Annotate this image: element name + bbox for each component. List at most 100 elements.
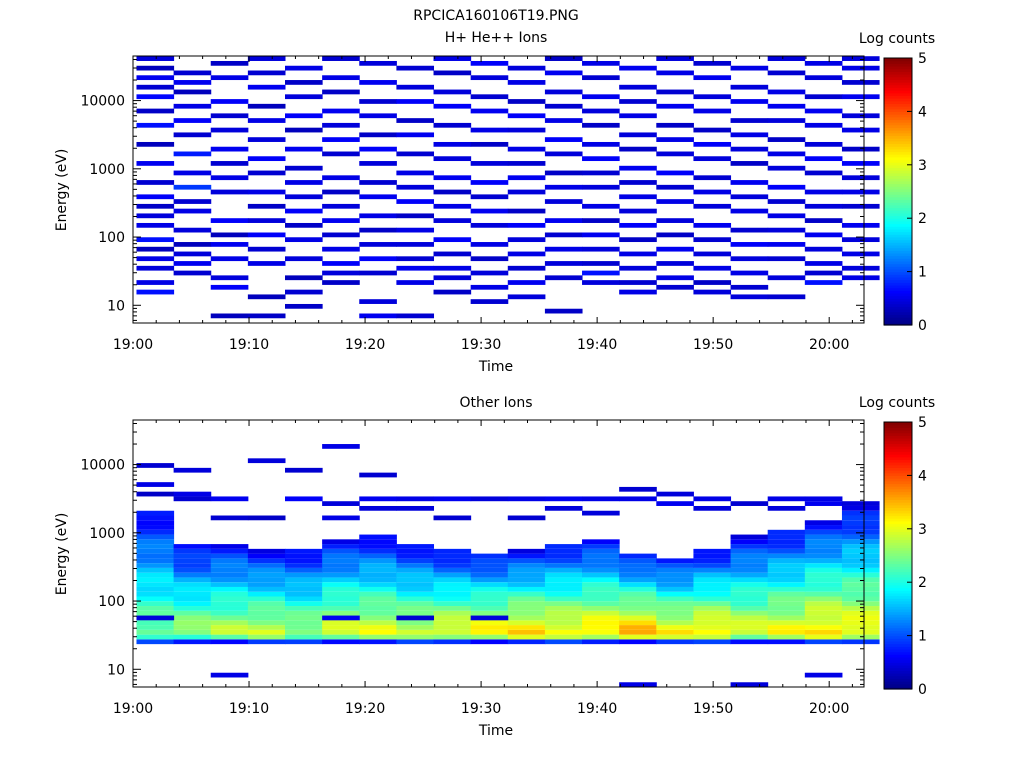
heatmap-cell — [656, 591, 694, 597]
heatmap-cell — [656, 170, 694, 176]
colorbar-swatch — [884, 576, 912, 581]
heatmap-cell — [693, 496, 732, 502]
heatmap-cell — [136, 596, 175, 602]
heatmap-cell — [544, 601, 583, 607]
heatmap-cell — [359, 99, 397, 104]
heatmap-cell — [470, 141, 509, 147]
heatmap-cell — [804, 548, 843, 554]
heatmap-cell — [210, 496, 249, 502]
heatmap-cell — [210, 615, 249, 621]
heatmap-cell — [136, 610, 175, 616]
heatmap-cell — [841, 127, 880, 133]
heatmap-cell — [322, 629, 360, 635]
heatmap-cell — [804, 629, 843, 635]
heatmap-cell — [730, 591, 769, 597]
colorbar-swatch — [884, 584, 912, 589]
heatmap-cell — [730, 567, 769, 573]
heatmap-cell — [359, 586, 397, 592]
heatmap-cell — [656, 89, 694, 95]
heatmap-cell — [247, 103, 286, 109]
heatmap-cell — [841, 520, 880, 526]
heatmap-cell — [730, 501, 769, 506]
heatmap-cell — [656, 558, 694, 564]
heatmap-cell — [173, 615, 212, 621]
heatmap-cell — [136, 582, 175, 587]
colorbar-swatch — [884, 624, 912, 629]
heatmap-cell — [396, 577, 435, 583]
heatmap-cell — [210, 629, 249, 635]
colorbar-swatch — [884, 555, 912, 559]
heatmap-cell — [582, 558, 620, 564]
colorbar-swatch — [884, 598, 912, 602]
heatmap-cell — [396, 629, 435, 635]
heatmap-cell — [322, 232, 360, 238]
heatmap-cell — [210, 596, 249, 602]
heatmap-cell — [173, 572, 212, 578]
colorbar-swatch — [884, 215, 912, 219]
heatmap-cell — [582, 639, 620, 645]
heatmap-cell — [507, 553, 546, 559]
heatmap-cell — [322, 548, 360, 554]
heatmap-cell — [210, 256, 249, 262]
heatmap-cell — [322, 89, 360, 95]
colorbar-swatch — [884, 167, 912, 171]
heatmap-cell — [804, 246, 843, 252]
heatmap-cell — [656, 122, 694, 128]
heatmap-cell — [210, 639, 249, 645]
heatmap-cell — [396, 615, 435, 621]
heatmap-cell — [470, 563, 509, 568]
heatmap-cell — [247, 170, 286, 176]
heatmap-cell — [841, 558, 880, 564]
heatmap-cell — [396, 548, 435, 554]
heatmap-cell — [173, 199, 212, 204]
colorbar-swatch — [884, 480, 912, 485]
heatmap-cell — [359, 242, 397, 247]
colorbar-swatch — [884, 424, 912, 428]
colorbar-swatch — [884, 111, 912, 115]
colorbar-swatch — [884, 590, 912, 594]
heatmap-cell — [433, 615, 472, 621]
heatmap-cell — [210, 625, 249, 630]
heatmap-cell — [322, 620, 360, 626]
colorbar-swatch — [884, 606, 912, 610]
heatmap-cell — [433, 175, 472, 181]
heatmap-cell — [544, 103, 583, 109]
heatmap-cell — [619, 586, 657, 592]
colorbar-swatch — [884, 58, 912, 62]
heatmap-cell — [544, 606, 583, 611]
heatmap-cell — [285, 620, 323, 626]
heatmap-cell — [693, 156, 732, 162]
heatmap-cell — [396, 151, 435, 157]
colorbar-swatch — [884, 574, 912, 578]
heatmap-cell — [693, 108, 732, 114]
heatmap-cell — [656, 284, 694, 290]
heatmap-cell — [359, 625, 397, 630]
heatmap-cell — [767, 151, 806, 157]
heatmap-cell — [470, 610, 509, 616]
heatmap-cell — [841, 625, 880, 630]
heatmap-cell — [582, 108, 620, 114]
heatmap-cell — [285, 596, 323, 602]
x-tick-label: 19:00 — [113, 337, 153, 353]
colorbar-swatch — [884, 258, 912, 262]
heatmap-cell — [582, 261, 620, 266]
colorbar-swatch — [884, 114, 912, 118]
heatmap-cell — [619, 251, 657, 257]
heatmap-cell — [247, 515, 286, 521]
x-tick-label: 19:50 — [693, 337, 733, 353]
heatmap-cell — [322, 544, 360, 549]
heatmap-cell — [396, 496, 435, 502]
heatmap-cell — [173, 80, 212, 85]
y-tick-label: 100 — [98, 594, 125, 610]
heatmap-cell — [767, 275, 806, 281]
heatmap-cell — [730, 208, 769, 214]
y-axis: 10 100 1000 10000 — [80, 422, 864, 685]
heatmap-cell — [804, 553, 843, 559]
heatmap-cell — [841, 529, 880, 535]
heatmap-cell — [730, 99, 769, 104]
heatmap-cell — [767, 634, 806, 640]
heatmap-cell — [804, 534, 843, 540]
heatmap-cell — [396, 132, 435, 138]
heatmap-cell — [544, 137, 583, 142]
heatmap-cell — [247, 56, 286, 61]
